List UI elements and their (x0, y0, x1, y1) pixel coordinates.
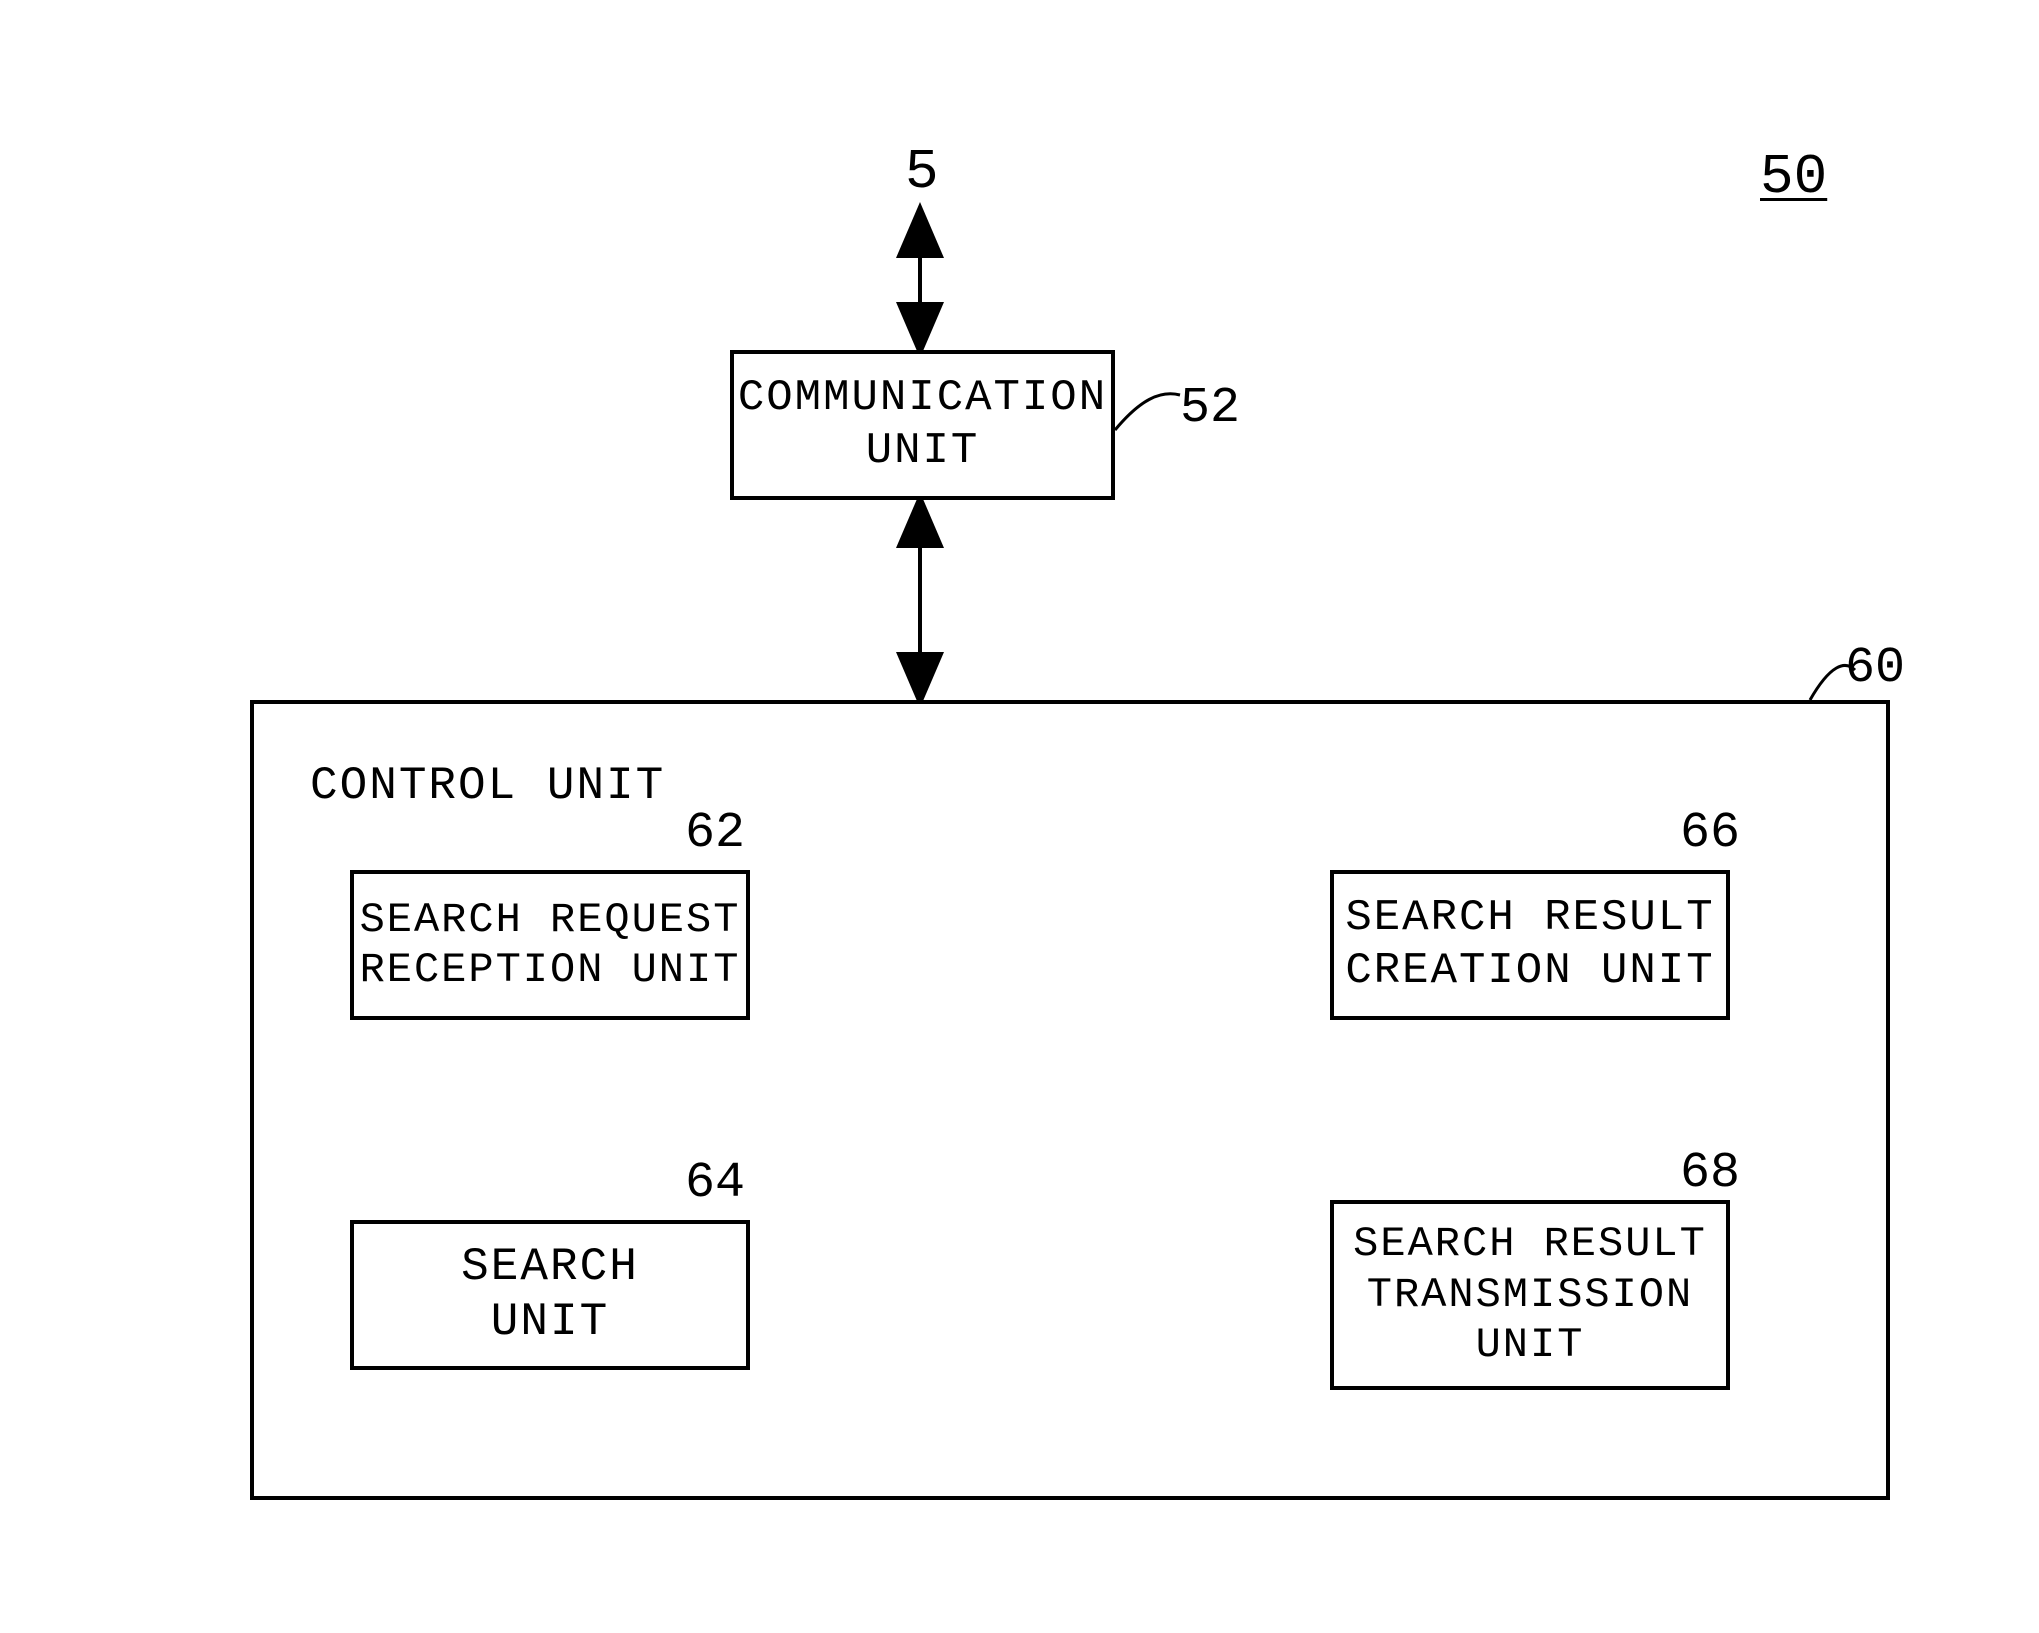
diagram-canvas: 50 5 COMMUNICATION UNIT 52 CONTROL UNIT … (0, 0, 2039, 1633)
ref-62: 62 (685, 805, 745, 862)
communication-unit-box: COMMUNICATION UNIT (730, 350, 1115, 500)
ref-64: 64 (685, 1155, 745, 1212)
ref-52: 52 (1180, 380, 1240, 437)
box66-line1: SEARCH RESULT (1345, 892, 1714, 945)
box66-line2: CREATION UNIT (1345, 945, 1714, 998)
ref-overall: 50 (1760, 145, 1827, 209)
box64-line2: UNIT (491, 1295, 609, 1350)
box68-line3: UNIT (1476, 1320, 1585, 1370)
ref-60: 60 (1845, 640, 1905, 697)
box62-line1: SEARCH REQUEST (360, 895, 741, 945)
box62-line2: RECEPTION UNIT (360, 945, 741, 995)
search-result-creation-box: SEARCH RESULT CREATION UNIT (1330, 870, 1730, 1020)
ref-top: 5 (905, 140, 939, 204)
search-unit-box: SEARCH UNIT (350, 1220, 750, 1370)
ref-66: 66 (1680, 805, 1740, 862)
comm-line2: UNIT (866, 425, 980, 478)
box64-line1: SEARCH (461, 1240, 639, 1295)
ref-68: 68 (1680, 1145, 1740, 1202)
control-unit-title: CONTROL UNIT (310, 760, 665, 812)
search-request-reception-box: SEARCH REQUEST RECEPTION UNIT (350, 870, 750, 1020)
search-result-transmission-box: SEARCH RESULT TRANSMISSION UNIT (1330, 1200, 1730, 1390)
comm-line1: COMMUNICATION (738, 372, 1107, 425)
box68-line2: TRANSMISSION (1367, 1270, 1693, 1320)
box68-line1: SEARCH RESULT (1353, 1219, 1707, 1269)
